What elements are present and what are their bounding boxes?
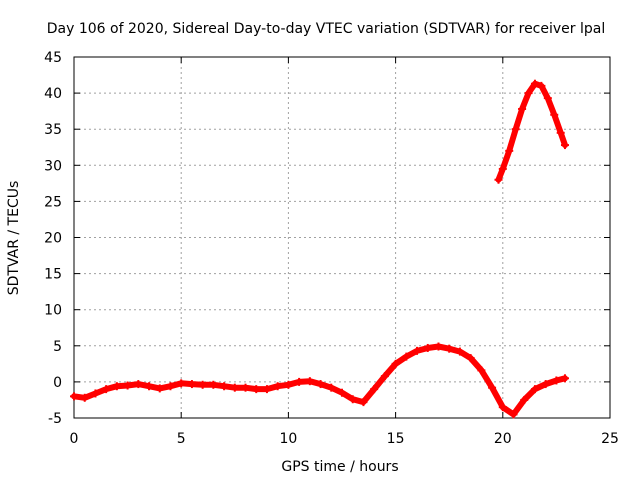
data-point xyxy=(494,175,503,184)
data-point xyxy=(524,89,533,98)
y-tick-label: 5 xyxy=(53,339,62,355)
data-point xyxy=(134,380,143,389)
data-point xyxy=(511,125,520,134)
data-point xyxy=(112,382,121,391)
y-tick-label: 30 xyxy=(44,158,62,174)
data-point xyxy=(477,366,486,375)
data-point xyxy=(391,359,400,368)
data-point xyxy=(370,385,379,394)
data-point xyxy=(262,385,271,394)
y-tick-label: 35 xyxy=(44,122,62,138)
data-point xyxy=(209,380,218,389)
data-point xyxy=(166,382,175,391)
data-point xyxy=(560,141,569,150)
data-point xyxy=(550,110,559,119)
axis-ticks: 0 5 10 15 20 25 -5 0 5 10 15 20 25 30 35 40 45 xyxy=(44,50,619,447)
data-point xyxy=(556,128,565,137)
x-tick-label: 5 xyxy=(177,431,186,447)
data-point xyxy=(530,79,539,88)
y-tick-label: 45 xyxy=(44,50,62,66)
y-tick-label: -5 xyxy=(48,411,62,427)
data-point xyxy=(543,94,552,103)
y-tick-label: 0 xyxy=(53,375,62,391)
data-point xyxy=(198,380,207,389)
data-marks xyxy=(70,79,569,419)
data-point xyxy=(498,164,507,173)
data-point xyxy=(505,146,514,155)
data-point xyxy=(541,380,550,389)
data-point xyxy=(560,374,569,383)
data-point xyxy=(413,346,422,355)
data-point xyxy=(518,104,527,113)
data-point xyxy=(220,382,229,391)
data-point xyxy=(530,385,539,394)
data-point xyxy=(305,377,314,386)
data-point xyxy=(455,347,464,356)
x-tick-label: 25 xyxy=(601,431,619,447)
series-band-1 xyxy=(495,80,568,183)
x-tick-label: 10 xyxy=(279,431,297,447)
y-tick-label: 40 xyxy=(44,86,62,102)
data-point xyxy=(423,343,432,352)
data-point xyxy=(155,384,164,393)
data-point xyxy=(177,379,186,388)
y-axis-label: SDTVAR / TECUs xyxy=(6,181,22,296)
data-point xyxy=(537,81,546,90)
data-point xyxy=(145,382,154,391)
data-point xyxy=(284,380,293,389)
data-point xyxy=(295,377,304,386)
data-point xyxy=(509,410,518,419)
data-point xyxy=(359,398,368,407)
data-point xyxy=(327,383,336,392)
x-tick-label: 20 xyxy=(494,431,512,447)
grid xyxy=(74,57,610,418)
data-point xyxy=(123,381,132,390)
data-point xyxy=(488,383,497,392)
data-point xyxy=(338,388,346,397)
data-point xyxy=(520,395,529,404)
y-tick-label: 20 xyxy=(44,231,62,247)
data-point xyxy=(187,380,196,389)
series-band-0 xyxy=(71,343,568,418)
data-point xyxy=(70,392,78,401)
chart-title: Day 106 of 2020, Sidereal Day-to-day VTE… xyxy=(47,21,605,37)
x-tick-label: 0 xyxy=(70,431,79,447)
y-tick-label: 25 xyxy=(44,194,62,210)
data-point xyxy=(316,380,325,389)
data-point xyxy=(552,376,561,385)
x-axis-label: GPS time / hours xyxy=(281,459,398,475)
data-point xyxy=(434,342,443,351)
data-point xyxy=(241,383,250,392)
data-point xyxy=(402,352,411,361)
y-tick-label: 15 xyxy=(44,267,62,283)
y-tick-label: 10 xyxy=(44,303,62,319)
data-point xyxy=(252,385,261,394)
data-point xyxy=(466,354,475,363)
x-tick-label: 15 xyxy=(387,431,405,447)
data-point xyxy=(230,383,239,392)
data-point xyxy=(348,395,357,404)
data-point xyxy=(91,389,100,398)
data-point xyxy=(380,372,389,381)
data-point xyxy=(445,344,454,353)
data-point xyxy=(498,403,507,412)
data-point xyxy=(80,393,89,402)
data-point xyxy=(273,382,282,391)
data-point xyxy=(102,385,111,394)
